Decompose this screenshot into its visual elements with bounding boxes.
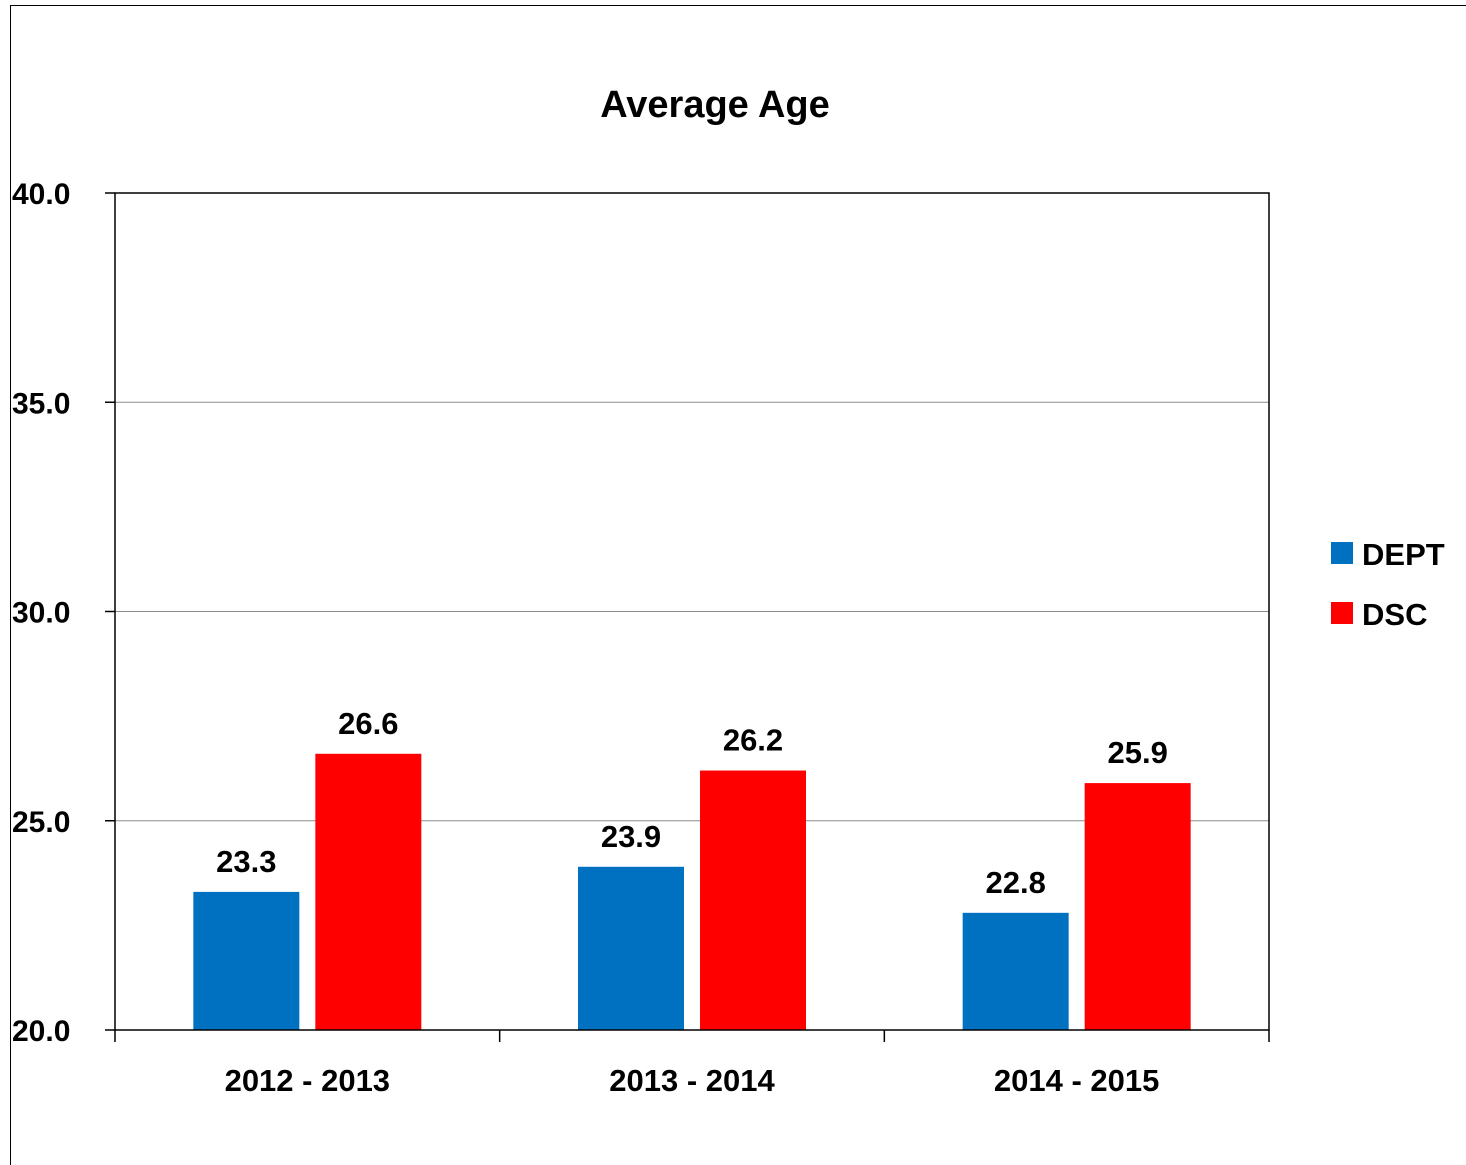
bar-dsc-0 — [315, 753, 422, 1030]
x-tick-label: 2014 - 2015 — [994, 1063, 1159, 1098]
bars — [193, 753, 1191, 1030]
bar-dept-1 — [578, 866, 684, 1030]
data-label: 22.8 — [985, 865, 1045, 900]
bar-dept-0 — [193, 891, 300, 1030]
data-labels: 23.3 26.6 23.9 26.2 22.8 25.9 — [216, 706, 1168, 900]
data-label: 25.9 — [1107, 735, 1167, 770]
gridlines — [115, 401, 1269, 822]
legend-label-dept: DEPT — [1362, 537, 1445, 572]
data-label: 23.9 — [601, 819, 661, 854]
y-tick-label: 40.0 — [12, 178, 70, 211]
bar-dept-2 — [962, 912, 1069, 1030]
legend-label-dsc: DSC — [1362, 597, 1427, 632]
bar-dsc-2 — [1084, 783, 1191, 1030]
x-tick-label: 2012 - 2013 — [225, 1063, 390, 1098]
legend-swatch-dept — [1331, 542, 1353, 564]
data-label: 26.6 — [338, 706, 398, 741]
x-tick-label: 2013 - 2014 — [609, 1063, 775, 1098]
y-tick-label: 25.0 — [12, 806, 70, 839]
axes: 20.0 25.0 30.0 35.0 40.0 2012 - 2013 2013 - 20… — [12, 178, 1270, 1098]
data-label: 26.2 — [723, 723, 783, 758]
y-tick-label: 30.0 — [12, 597, 70, 630]
chart-title: Average Age — [600, 84, 830, 126]
bar-dsc-1 — [700, 770, 806, 1030]
y-tick-label: 35.0 — [12, 387, 70, 420]
y-tick-label: 20.0 — [12, 1015, 70, 1048]
chart-frame — [10, 5, 1466, 1165]
legend: DEPT DSC — [1331, 537, 1445, 632]
legend-swatch-dsc — [1331, 602, 1353, 624]
data-label: 23.3 — [216, 844, 276, 879]
